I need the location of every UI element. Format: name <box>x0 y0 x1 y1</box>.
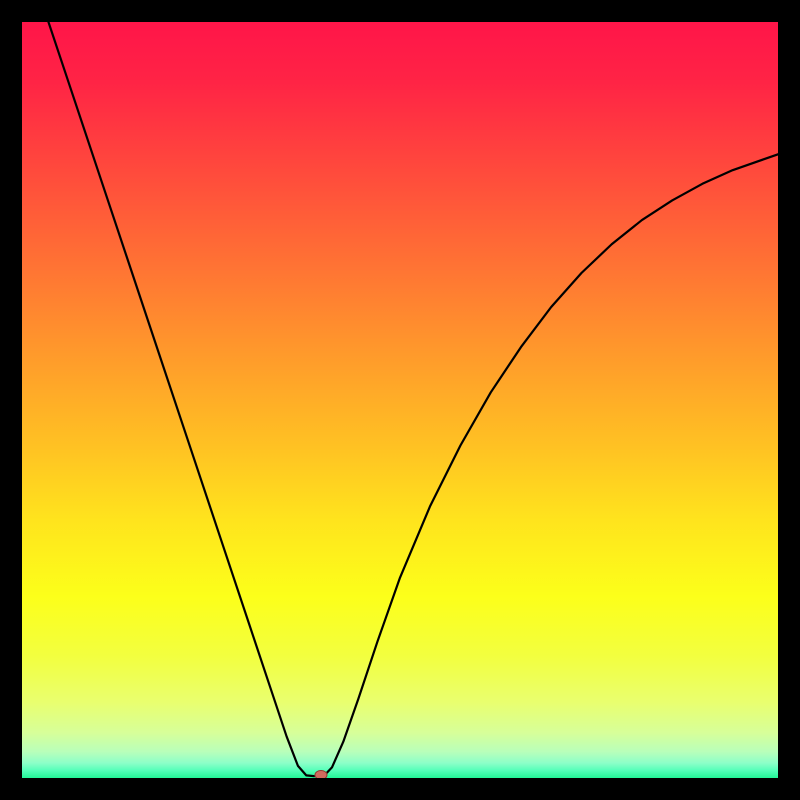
plot-frame <box>0 0 800 800</box>
curve-path <box>48 22 778 776</box>
optimum-marker <box>315 770 328 778</box>
bottleneck-curve <box>22 22 778 778</box>
plot-area <box>22 22 778 778</box>
